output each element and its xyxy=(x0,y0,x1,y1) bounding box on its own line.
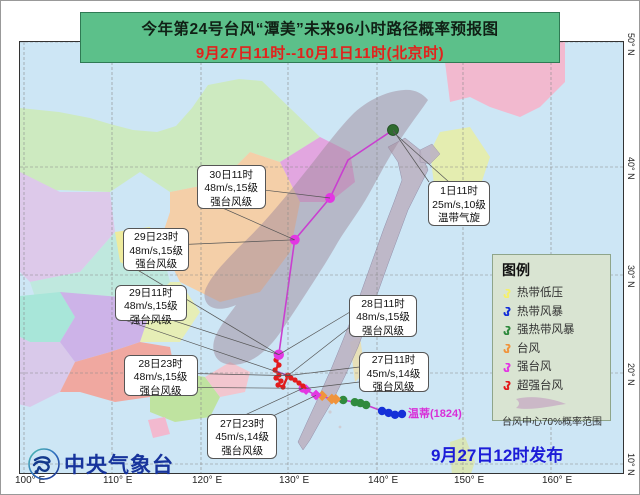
svg-text:温蒂(1824): 温蒂(1824) xyxy=(408,406,462,420)
